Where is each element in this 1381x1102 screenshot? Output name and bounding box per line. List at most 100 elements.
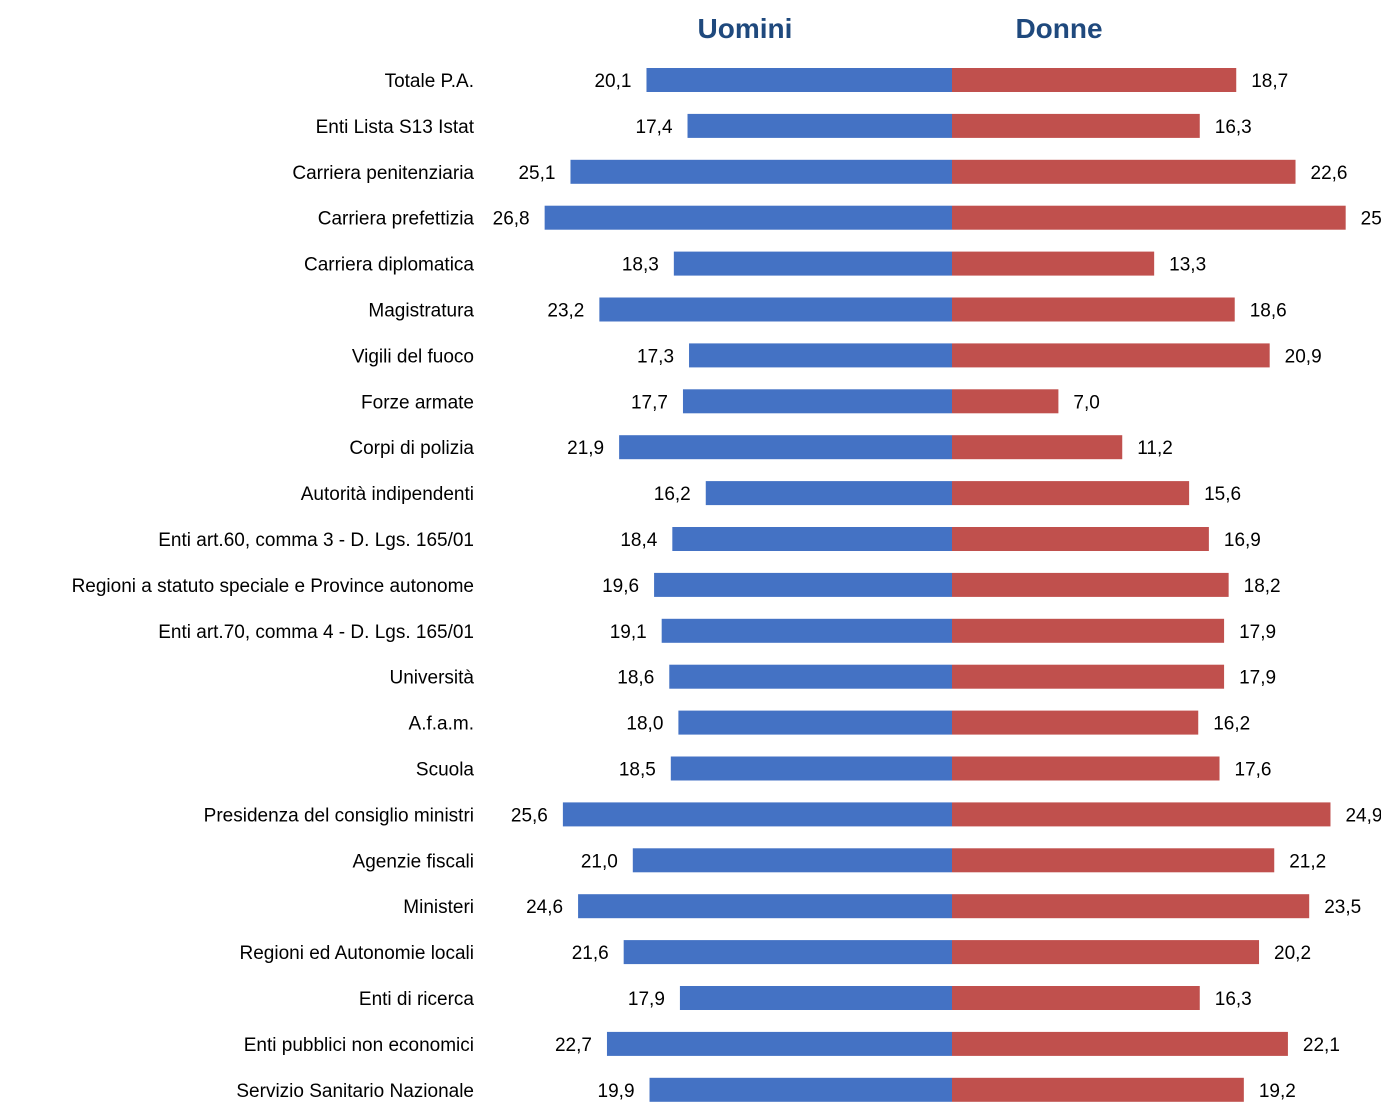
category-label: Vigili del fuoco bbox=[352, 346, 474, 367]
chart-row: Agenzie fiscali 21,0 21,2 bbox=[353, 848, 1326, 873]
value-label-men: 22,7 bbox=[555, 1035, 592, 1056]
category-label: Ministeri bbox=[403, 897, 474, 918]
chart-row: Totale P.A. 20,1 18,7 bbox=[385, 68, 1288, 92]
bar-men bbox=[669, 664, 952, 689]
value-label-men: 24,6 bbox=[526, 897, 563, 918]
bar-women bbox=[952, 756, 1220, 781]
value-label-women: 22,1 bbox=[1303, 1035, 1340, 1056]
value-label-men: 17,4 bbox=[636, 117, 673, 138]
value-label-women: 16,2 bbox=[1213, 714, 1250, 735]
chart-row: Forze armate 17,7 7,0 bbox=[361, 389, 1100, 414]
value-label-men: 17,7 bbox=[631, 392, 668, 413]
value-label-women: 11,2 bbox=[1137, 438, 1173, 459]
bar-women bbox=[952, 389, 1059, 414]
bar-men bbox=[687, 113, 952, 138]
bar-women bbox=[952, 527, 1209, 551]
value-label-women: 13,3 bbox=[1169, 255, 1206, 276]
bar-men bbox=[619, 435, 952, 460]
value-label-men: 21,0 bbox=[581, 851, 618, 872]
chart-row: Enti pubblici non economici 22,7 22,1 bbox=[244, 1031, 1340, 1056]
bar-men bbox=[599, 297, 952, 322]
value-label-women: 22,6 bbox=[1311, 163, 1348, 184]
chart-row: Corpi di polizia 21,9 11,2 bbox=[349, 435, 1173, 460]
value-label-women: 16,3 bbox=[1215, 117, 1252, 138]
chart-row: Enti di ricerca 17,9 16,3 bbox=[359, 986, 1252, 1010]
chart-row: Regioni ed Autonomie locali 21,6 20,2 bbox=[240, 940, 1311, 965]
category-label: Scuola bbox=[416, 760, 475, 781]
value-label-men: 18,6 bbox=[617, 668, 654, 689]
value-label-men: 18,0 bbox=[626, 714, 663, 735]
value-label-women: 21,2 bbox=[1289, 851, 1326, 872]
value-label-women: 20,9 bbox=[1285, 346, 1322, 367]
value-label-women: 17,9 bbox=[1239, 622, 1276, 643]
value-label-men: 19,9 bbox=[598, 1081, 635, 1102]
bar-men bbox=[570, 159, 952, 184]
value-label-men: 18,3 bbox=[622, 255, 659, 276]
bar-men bbox=[670, 756, 952, 781]
bar-women bbox=[952, 251, 1155, 276]
value-label-women: 7,0 bbox=[1073, 392, 1099, 413]
chart-row: Università 18,6 17,9 bbox=[390, 664, 1276, 689]
value-label-men: 17,9 bbox=[628, 989, 665, 1010]
bar-men bbox=[606, 1031, 952, 1056]
bar-men bbox=[632, 848, 952, 873]
value-label-women: 16,9 bbox=[1224, 530, 1261, 551]
bar-women bbox=[952, 159, 1296, 184]
bar-men bbox=[646, 68, 952, 92]
bar-men bbox=[705, 481, 952, 506]
value-label-men: 21,6 bbox=[572, 943, 609, 964]
chart-legend: Uomini Donne bbox=[698, 13, 1103, 44]
bar-women bbox=[952, 894, 1310, 919]
value-label-men: 26,8 bbox=[493, 209, 530, 230]
value-label-women: 17,6 bbox=[1235, 760, 1272, 781]
value-label-women: 18,2 bbox=[1244, 576, 1281, 597]
bar-men bbox=[678, 710, 952, 735]
category-label: Totale P.A. bbox=[385, 71, 474, 92]
value-label-men: 19,1 bbox=[610, 622, 647, 643]
bar-men bbox=[682, 389, 952, 414]
category-label: Carriera diplomatica bbox=[304, 255, 474, 276]
value-label-men: 25,1 bbox=[518, 163, 555, 184]
bar-women bbox=[952, 618, 1225, 643]
value-label-women: 24,9 bbox=[1345, 805, 1381, 826]
chart-row: A.f.a.m. 18,0 16,2 bbox=[409, 710, 1250, 735]
bar-men bbox=[544, 205, 952, 230]
value-label-women: 18,7 bbox=[1251, 71, 1288, 92]
bar-men bbox=[672, 527, 952, 551]
category-label: Forze armate bbox=[361, 392, 474, 413]
value-label-women: 17,9 bbox=[1239, 668, 1276, 689]
bar-men bbox=[673, 251, 952, 276]
value-label-men: 18,4 bbox=[620, 530, 657, 551]
value-label-women: 20,2 bbox=[1274, 943, 1311, 964]
bar-women bbox=[952, 940, 1260, 965]
chart-rows: Totale P.A. 20,1 18,7 Enti Lista S13 Istat 1… bbox=[72, 68, 1381, 1102]
bar-men bbox=[623, 940, 952, 965]
chart-row: Magistratura 23,2 18,6 bbox=[368, 297, 1287, 322]
chart-row: Carriera prefettizia 26,8 25,9 bbox=[318, 205, 1381, 230]
value-label-men: 18,5 bbox=[619, 760, 656, 781]
category-label: Enti art.70, comma 4 - D. Lgs. 165/01 bbox=[158, 622, 474, 643]
category-label: Carriera prefettizia bbox=[318, 209, 475, 230]
chart-row: Enti Lista S13 Istat 17,4 16,3 bbox=[316, 113, 1252, 138]
chart-row: Regioni a statuto speciale e Province au… bbox=[72, 572, 1281, 597]
value-label-women: 19,2 bbox=[1259, 1081, 1296, 1102]
bar-women bbox=[952, 113, 1200, 138]
value-label-women: 16,3 bbox=[1215, 989, 1252, 1010]
category-label: Autorità indipendenti bbox=[301, 484, 474, 505]
value-label-women: 18,6 bbox=[1250, 301, 1287, 322]
legend-women-label: Donne bbox=[1015, 13, 1102, 44]
chart-row: Enti art.70, comma 4 - D. Lgs. 165/01 19,… bbox=[158, 618, 1276, 643]
category-label: Presidenza del consiglio ministri bbox=[204, 805, 474, 826]
value-label-women: 15,6 bbox=[1204, 484, 1241, 505]
category-label: Magistratura bbox=[368, 301, 474, 322]
bar-women bbox=[952, 297, 1235, 322]
value-label-men: 21,9 bbox=[567, 438, 604, 459]
bar-women bbox=[952, 848, 1275, 873]
value-label-men: 23,2 bbox=[547, 301, 584, 322]
bar-men bbox=[679, 986, 952, 1010]
bar-women bbox=[952, 802, 1331, 827]
bar-women bbox=[952, 710, 1199, 735]
legend-men-label: Uomini bbox=[698, 13, 793, 44]
value-label-women: 25,9 bbox=[1361, 209, 1381, 230]
